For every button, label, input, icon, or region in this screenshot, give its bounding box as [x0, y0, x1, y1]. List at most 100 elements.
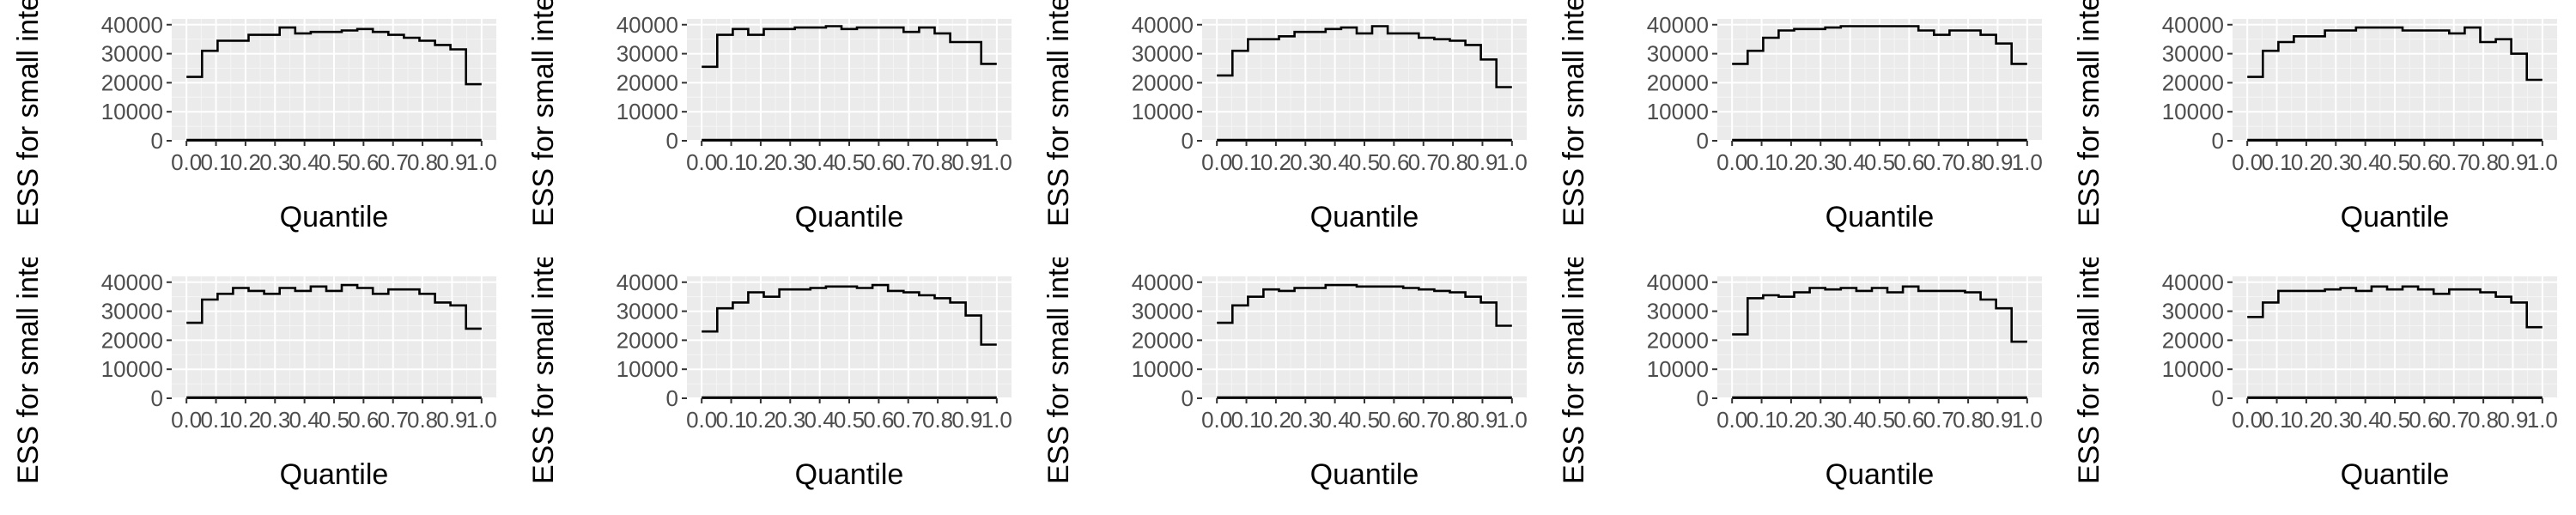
x-tick-label: 0.4 [1835, 407, 1866, 433]
y-tick-label: 20000 [1647, 327, 1709, 353]
x-tick-label: 0.5 [1349, 407, 1380, 433]
series-line [702, 25, 997, 69]
x-tick-label: 0.3 [2320, 149, 2351, 175]
x-tick-label: 0.3 [1290, 149, 1321, 175]
x-tick-label: 0.1 [1746, 149, 1777, 175]
x-tick-label: 0.2 [230, 407, 261, 433]
y-tick-label: 30000 [1132, 299, 1194, 324]
x-tick-label: 0.2 [2291, 407, 2322, 433]
x-tick-label: 0.0 [171, 407, 202, 433]
y-tick-label: 0 [2212, 128, 2224, 154]
y-tick-label: 40000 [617, 270, 678, 295]
x-tick-label: 0.7 [1408, 407, 1439, 433]
series-line [1217, 25, 1512, 88]
y-tick-label: 20000 [2162, 70, 2224, 95]
series-line [1732, 285, 2027, 343]
y-tick-label: 10000 [1132, 99, 1194, 124]
y-tick-label: 20000 [1647, 70, 1709, 95]
y-tick-label: 40000 [1647, 270, 1709, 295]
y-tick-label: 30000 [617, 41, 678, 67]
y-tick-label: 30000 [1647, 299, 1709, 324]
x-tick-label: 0.9 [1467, 149, 1498, 175]
y-tick-label: 0 [1697, 128, 1709, 154]
series-line [2247, 26, 2543, 82]
y-tick-label: 10000 [101, 356, 163, 382]
y-tick-label: 30000 [617, 299, 678, 324]
y-tick-label: 10000 [1132, 356, 1194, 382]
x-tick-label: 0.9 [1982, 407, 2013, 433]
x-tick-label: 0.0 [686, 407, 717, 433]
x-tick-label: 0.4 [805, 149, 835, 175]
y-tick-label: 30000 [2162, 41, 2224, 67]
x-tick-label: 0.8 [407, 407, 438, 433]
y-tick-label: 40000 [1647, 12, 1709, 38]
x-tick-label: 0.9 [1982, 149, 2013, 175]
x-tick-label: 0.0 [686, 149, 717, 175]
y-tick-label: 40000 [2162, 12, 2224, 38]
x-tick-label: 0.0 [171, 149, 202, 175]
x-tick-label: 0.2 [1776, 149, 1807, 175]
x-tick-label: 0.4 [2350, 407, 2381, 433]
x-tick-label: 0.9 [2497, 407, 2528, 433]
y-tick-label: 0 [2212, 385, 2224, 411]
x-tick-label: 1.0 [981, 149, 1012, 175]
x-tick-label: 0.5 [2379, 407, 2410, 433]
x-tick-label: 0.0 [2232, 407, 2263, 433]
x-tick-label: 1.0 [2527, 407, 2558, 433]
chart-panel: 0 10000 20000 30000 40000 0.0 0.1 0.2 0.3 0.4 0.5 0… [0, 0, 515, 258]
x-tick-label: 0.2 [1261, 407, 1291, 433]
x-tick-label: 0.6 [863, 149, 894, 175]
y-tick-label: 10000 [101, 99, 163, 124]
y-tick-label: 0 [1697, 385, 1709, 411]
x-tick-label: 0.7 [893, 407, 924, 433]
y-tick-label: 20000 [101, 70, 163, 95]
series-line [186, 26, 482, 86]
x-axis-label: Quantile [1310, 458, 1419, 491]
x-tick-label: 1.0 [466, 407, 497, 433]
x-tick-label: 0.8 [922, 407, 953, 433]
chart-svg: 0100002000030000400000.00.10.20.30.40.50… [527, 258, 1012, 491]
y-tick-label: 20000 [617, 70, 678, 95]
x-tick-label: 0.8 [1437, 149, 1468, 175]
x-tick-label: 0.2 [1261, 149, 1291, 175]
x-tick-label: 1.0 [2012, 407, 2043, 433]
x-tick-label: 0.2 [745, 407, 776, 433]
y-axis-label: ESS for small intervals [1042, 258, 1075, 484]
x-tick-label: 0.6 [863, 407, 894, 433]
x-tick-label: 0.3 [1290, 407, 1321, 433]
x-tick-label: 0.4 [805, 407, 835, 433]
x-tick-label: 0.8 [2468, 149, 2499, 175]
chart-svg: 0100002000030000400000.00.10.20.30.40.50… [12, 258, 497, 491]
y-tick-label: 40000 [2162, 270, 2224, 295]
x-tick-label: 0.9 [951, 149, 982, 175]
y-tick-label: 20000 [617, 327, 678, 353]
y-axis-label: ESS for small intervals [1558, 0, 1590, 227]
x-tick-label: 0.7 [1408, 149, 1439, 175]
y-tick-label: 0 [666, 385, 678, 411]
chart-panel: 0 10000 20000 30000 40000 0.0 0.1 0.2 0.3 0.4 0.5 0… [1546, 0, 2061, 258]
x-tick-label: 1.0 [1497, 149, 1528, 175]
chart-svg: 0100002000030000400000.00.10.20.30.40.50… [1558, 258, 2043, 491]
x-tick-label: 0.3 [2320, 407, 2351, 433]
x-tick-label: 0.8 [1953, 407, 1984, 433]
x-tick-label: 0.4 [289, 407, 320, 433]
y-axis-label: ESS for small intervals [2073, 258, 2105, 484]
x-tick-label: 0.7 [1923, 149, 1954, 175]
x-tick-label: 0.1 [1230, 149, 1261, 175]
y-tick-label: 20000 [1132, 327, 1194, 353]
x-tick-label: 0.3 [1805, 149, 1836, 175]
x-tick-label: 0.4 [1320, 407, 1351, 433]
x-axis-label: Quantile [795, 458, 904, 491]
x-tick-label: 0.2 [2291, 149, 2322, 175]
chart-panel: 0 10000 20000 30000 40000 0.0 0.1 0.2 0.3 0.4 0.5 0… [1030, 0, 1546, 258]
x-tick-label: 0.9 [436, 149, 467, 175]
x-tick-label: 0.4 [1320, 149, 1351, 175]
y-tick-label: 40000 [101, 12, 163, 38]
x-tick-label: 0.3 [775, 149, 805, 175]
y-tick-label: 0 [151, 128, 163, 154]
y-axis-label: ESS for small intervals [527, 0, 560, 227]
y-tick-label: 0 [666, 128, 678, 154]
x-tick-label: 0.5 [2379, 149, 2410, 175]
x-tick-label: 0.7 [378, 407, 409, 433]
